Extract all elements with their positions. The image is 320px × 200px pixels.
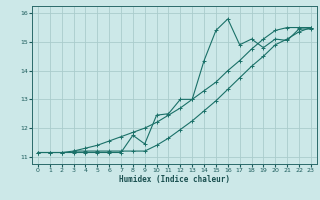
X-axis label: Humidex (Indice chaleur): Humidex (Indice chaleur) <box>119 175 230 184</box>
